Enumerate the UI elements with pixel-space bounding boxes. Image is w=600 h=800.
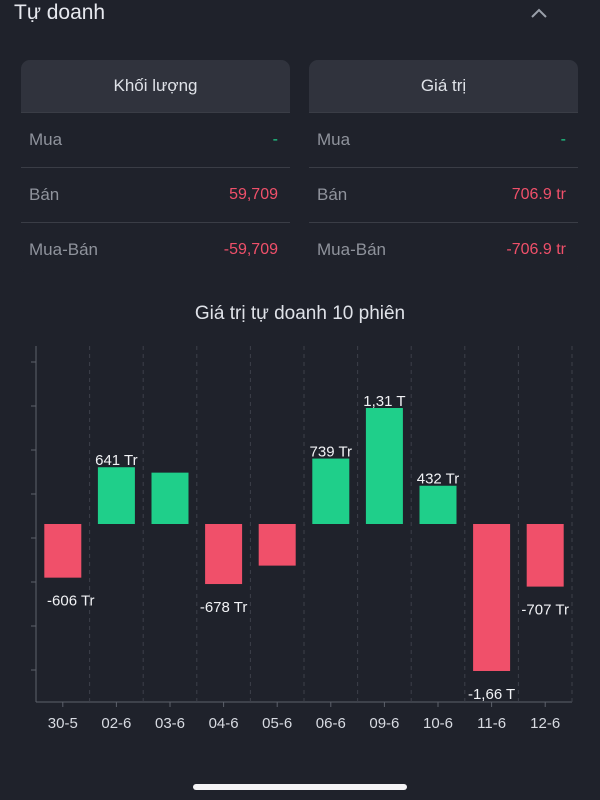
x-tick-label: 11-6	[477, 715, 506, 732]
row-label: Bán	[317, 185, 348, 204]
data-label: -1,66 T	[468, 686, 515, 703]
x-tick-label: 03-6	[155, 715, 185, 732]
home-indicator[interactable]	[193, 784, 407, 790]
bar	[473, 524, 511, 671]
x-tick-label: 05-6	[262, 715, 292, 732]
x-tick-label: 04-6	[209, 715, 239, 732]
bar	[312, 458, 350, 524]
data-label: -707 Tr	[521, 602, 569, 619]
volume-card: Khối lượng Mua - Bán 59,709 Mua-Bán -59,…	[21, 60, 290, 274]
row-label: Mua	[317, 130, 351, 149]
bar	[365, 408, 403, 524]
volume-card-title: Khối lượng	[21, 60, 290, 112]
section-header[interactable]: Tự doanh	[0, 0, 600, 30]
row-value: 706.9 tr	[511, 186, 566, 203]
row-label: Mua-Bán	[317, 240, 386, 259]
data-label: 641 Tr	[95, 452, 138, 469]
chevron-up-icon[interactable]	[528, 3, 550, 23]
data-label: 1,31 T	[363, 393, 405, 410]
row-label: Bán	[29, 185, 60, 204]
bar	[526, 524, 564, 587]
volume-row-sell: Bán 59,709	[21, 167, 290, 222]
value-row-buy: Mua -	[309, 112, 578, 167]
x-tick-label: 06-6	[316, 715, 346, 732]
data-label: -606 Tr	[47, 593, 95, 610]
data-label: 432 Tr	[417, 471, 460, 488]
bar	[44, 524, 82, 578]
value-row-sell: Bán 706.9 tr	[309, 167, 578, 222]
x-tick-label: 30-5	[48, 715, 78, 732]
x-tick-label: 02-6	[101, 715, 131, 732]
row-label: Mua	[29, 130, 63, 149]
x-tick-label: 10-6	[423, 715, 453, 732]
row-label: Mua-Bán	[29, 240, 98, 259]
x-tick-label: 12-6	[530, 715, 560, 732]
data-label: -678 Tr	[200, 599, 248, 616]
row-value: -59,709	[223, 241, 278, 258]
section-title: Tự doanh	[14, 1, 106, 24]
value-row-net: Mua-Bán -706.9 tr	[309, 222, 578, 274]
row-value: -	[560, 131, 566, 148]
row-value: 59,709	[229, 186, 278, 203]
volume-row-net: Mua-Bán -59,709	[21, 222, 290, 274]
bar	[97, 467, 135, 524]
volume-row-buy: Mua -	[21, 112, 290, 167]
data-label: 739 Tr	[310, 444, 353, 461]
value-card-title: Giá trị	[309, 60, 578, 112]
x-tick-label: 09-6	[369, 715, 399, 732]
bar	[151, 472, 189, 524]
bar	[205, 524, 243, 585]
value-card: Giá trị Mua - Bán 706.9 tr Mua-Bán -706.…	[309, 60, 578, 274]
row-value: -	[272, 131, 278, 148]
bar	[419, 485, 457, 524]
chart-title: Giá trị tự doanh 10 phiên	[194, 303, 406, 324]
row-value: -706.9 tr	[506, 241, 566, 258]
bar	[258, 524, 296, 566]
proprietary-value-chart: 30-5 -606 Tr 02-6 641 Tr 03-6 04-6 -678 Tr 05-6…	[31, 346, 573, 732]
